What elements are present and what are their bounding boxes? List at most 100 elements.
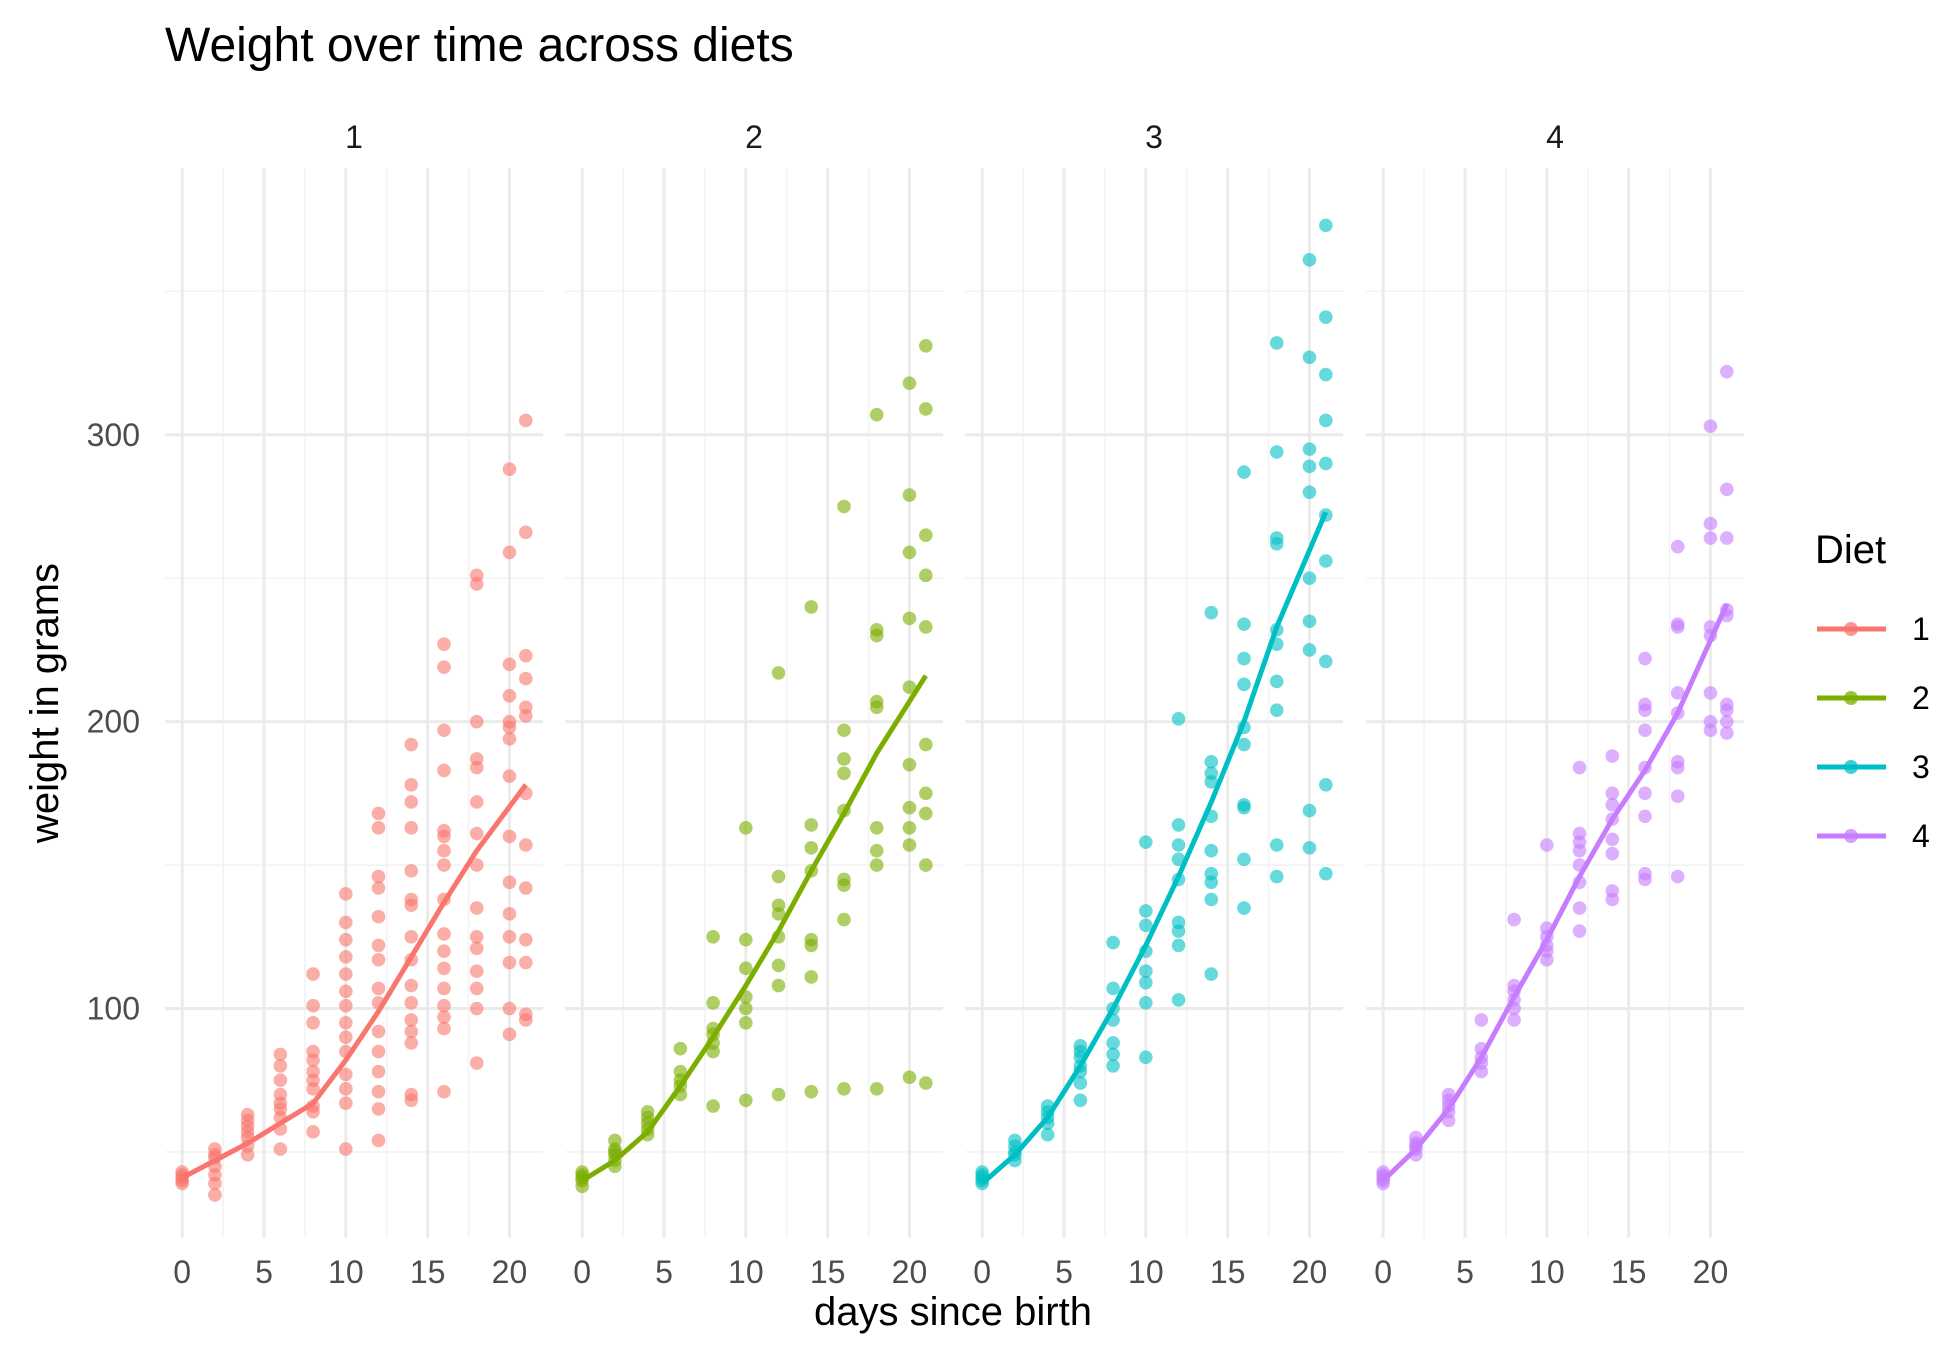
legend-label: 1 (1912, 611, 1930, 647)
data-point (1319, 866, 1333, 881)
data-point (1171, 993, 1186, 1007)
data-point (1638, 651, 1652, 666)
data-point (1269, 674, 1284, 689)
data-point (437, 998, 451, 1013)
data-point (771, 978, 786, 993)
data-point (739, 1016, 753, 1030)
data-point (1171, 818, 1186, 832)
legend-key-point (1844, 622, 1858, 636)
data-point (673, 1041, 688, 1056)
data-point (371, 1102, 386, 1116)
data-point (1319, 456, 1333, 471)
data-point (1073, 1039, 1088, 1053)
data-point (437, 858, 451, 872)
data-point (273, 1047, 288, 1062)
data-point (706, 995, 720, 1010)
data-point (437, 723, 451, 738)
data-point (1237, 465, 1251, 479)
data-point (437, 981, 451, 996)
data-point (1139, 904, 1153, 918)
data-point (1703, 419, 1718, 433)
data-point (771, 898, 786, 913)
data-point (902, 545, 917, 560)
data-point (306, 1064, 320, 1079)
x-axis-title: days since birth (814, 1290, 1092, 1334)
data-point (469, 1001, 484, 1016)
data-point (1171, 915, 1186, 930)
x-tick-label: 20 (892, 1254, 928, 1290)
data-point (804, 841, 819, 855)
data-point (519, 1007, 533, 1022)
x-tick-label: 5 (1456, 1254, 1474, 1290)
data-point (837, 723, 851, 738)
data-point (1319, 367, 1333, 382)
data-point (437, 1010, 451, 1024)
data-point (919, 620, 933, 634)
data-point (919, 339, 933, 353)
data-point (437, 961, 451, 976)
legend-key-point (1844, 691, 1858, 705)
legend-key-point (1844, 760, 1858, 774)
data-point (339, 886, 353, 901)
data-point (469, 752, 484, 766)
x-tick-label: 15 (410, 1254, 446, 1290)
data-point (519, 932, 533, 947)
x-tick-label: 20 (1693, 1254, 1729, 1290)
data-point (1605, 832, 1620, 847)
x-tick-label: 20 (492, 1254, 528, 1290)
data-point (306, 967, 320, 981)
data-point (1319, 310, 1333, 324)
data-point (1106, 1047, 1120, 1062)
facet-panel-1: 10 5 10 15 20 (165, 119, 543, 1290)
x-tick-label: 20 (1292, 1254, 1328, 1290)
data-point (1319, 654, 1333, 669)
data-point (1237, 901, 1251, 915)
data-point (1106, 935, 1120, 950)
data-point (869, 694, 884, 709)
data-point (1139, 1050, 1153, 1065)
y-tick-label: 100 (87, 991, 140, 1027)
data-point (739, 932, 753, 947)
data-point (1670, 686, 1685, 700)
data-point (1605, 786, 1620, 801)
data-point (404, 1087, 419, 1102)
y-tick-label: 300 (87, 417, 140, 453)
data-point (519, 838, 533, 852)
facet-strip-label: 4 (1546, 119, 1564, 155)
data-point (673, 1064, 688, 1079)
data-point (1474, 1013, 1489, 1027)
data-point (339, 915, 353, 930)
data-point (404, 737, 419, 752)
data-point (469, 795, 484, 809)
data-point (771, 958, 786, 973)
data-point (404, 1013, 419, 1027)
data-point (919, 858, 933, 872)
data-point (1269, 531, 1284, 545)
data-point (404, 892, 419, 907)
x-tick-label: 15 (810, 1254, 846, 1290)
data-point (919, 786, 933, 801)
data-point (437, 944, 451, 958)
data-point (804, 932, 819, 947)
data-point (1638, 809, 1652, 824)
data-point (371, 1024, 386, 1039)
data-point (869, 843, 884, 858)
data-point (404, 864, 419, 878)
data-point (837, 872, 851, 887)
data-point (404, 1024, 419, 1039)
data-point (371, 1084, 386, 1099)
data-point (469, 901, 484, 915)
data-point (469, 1056, 484, 1070)
data-point (469, 941, 484, 956)
data-point (437, 843, 451, 858)
data-point (869, 623, 884, 637)
y-tick-label: 200 (87, 704, 140, 740)
data-point (1441, 1087, 1456, 1102)
data-point (306, 1016, 320, 1030)
data-point (739, 1093, 753, 1108)
data-point (1139, 835, 1153, 849)
chart-title: Weight over time across diets (165, 19, 794, 72)
data-point (404, 995, 419, 1010)
data-point (1605, 884, 1620, 898)
